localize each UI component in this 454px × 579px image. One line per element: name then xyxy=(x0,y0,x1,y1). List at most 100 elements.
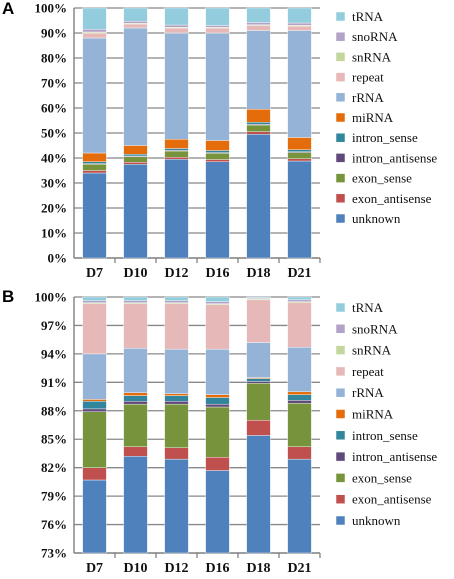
panel-b-bar-D7-unknown xyxy=(82,479,107,554)
panel-a-legend-label-repeat: repeat xyxy=(352,70,384,85)
panel-b-bar-D18-exon_antisense xyxy=(246,420,271,436)
panel-b-bar-D21-intron_sense xyxy=(287,394,312,401)
panel-a-legend-label-exon_sense: exon_sense xyxy=(352,171,412,186)
panel-b-bar-D18-intron_antisense xyxy=(246,381,271,384)
panel-a-bar-D16-miRNA xyxy=(205,140,230,151)
panel-a-bar-D16-exon_antisense xyxy=(205,159,230,162)
panel-a-ytick-label: 80% xyxy=(41,51,67,66)
panel-letter-b: B xyxy=(2,287,14,306)
panel-a-bar-D10-repeat xyxy=(123,23,148,29)
panel-b-bar-D16-snoRNA xyxy=(205,301,230,304)
panel-a-legend-swatch-exon_sense xyxy=(335,173,346,183)
panel-a-bar-D7-snoRNA xyxy=(82,29,107,33)
panel-b-bar-D16-exon_antisense xyxy=(205,457,230,471)
panel-b-bar-D21-rRNA xyxy=(287,347,312,393)
panel-b-bar-D21-tRNA xyxy=(287,296,312,301)
panel-b-bar-D7-exon_sense xyxy=(82,411,107,468)
panel-b-bar-D10-exon_antisense xyxy=(123,446,148,457)
panel-a-ytick-label: 0% xyxy=(48,251,68,266)
panel-b-bar-D12-rRNA xyxy=(164,348,189,394)
panel-a-bar-D12-miRNA xyxy=(164,139,189,149)
panel-a-bar-D12-rRNA xyxy=(164,32,189,140)
panel-a-bar-D18-exon_sense xyxy=(246,124,271,132)
panel-b-bar-D16-repeat xyxy=(205,304,230,350)
panel-b-bar-D7-rRNA xyxy=(82,353,107,400)
panel-b-legend-label-rRNA: rRNA xyxy=(352,385,384,400)
panel-b-legend-label-exon_sense: exon_sense xyxy=(352,470,412,485)
panel-b-bar-D10-snoRNA xyxy=(123,300,148,303)
panel-a-bar-D16-exon_sense xyxy=(205,153,230,160)
panel-a-legend-label-rRNA: rRNA xyxy=(352,90,384,105)
panel-b-bar-D18-rRNA xyxy=(246,342,271,378)
panel-a-bar-D18-exon_antisense xyxy=(246,131,271,135)
panel-a-bar-D7-miRNA xyxy=(82,152,107,162)
panel-b-bar-D21-miRNA xyxy=(287,391,312,395)
panel-a-legend-label-tRNA: tRNA xyxy=(352,9,384,24)
panel-b-category-label: D10 xyxy=(123,561,147,574)
panel-a-bar-D21-repeat xyxy=(287,25,312,31)
panel-a-category-label: D21 xyxy=(287,266,311,281)
panel-b-bar-D7-intron_antisense xyxy=(82,408,107,412)
panel-a-bar-D7-unknown xyxy=(82,172,107,259)
panel-a-bar-D7-intron_sense xyxy=(82,161,107,164)
panel-b-bar-D7-snoRNA xyxy=(82,300,107,303)
panel-a-bar-D12-exon_sense xyxy=(164,150,189,158)
panel-letter-a: A xyxy=(2,0,14,18)
panel-a-legend-swatch-unknown xyxy=(335,213,346,224)
panel-a-ytick-label: 40% xyxy=(41,151,67,166)
panel-a-bar-D10-miRNA xyxy=(123,145,148,155)
panel-b-bar-D7-intron_sense xyxy=(82,401,107,410)
panel-b-legend-swatch-exon_antisense xyxy=(335,494,346,504)
panel-b-bar-D21-snoRNA xyxy=(287,299,312,302)
panel-b-bar-D12-intron_antisense xyxy=(164,401,189,405)
panel-a-bar-D10-intron_sense xyxy=(123,154,148,157)
panel-a-bar-D10-rRNA xyxy=(123,27,148,146)
panel-b-bar-D12-intron_sense xyxy=(164,395,189,402)
panel-a-ytick-label: 50% xyxy=(41,126,67,141)
panel-a-ytick-label: 10% xyxy=(41,226,67,241)
panel-b-bar-D10-tRNA xyxy=(123,296,148,301)
panel-a-bar-D10-exon_sense xyxy=(123,156,148,163)
panel-b-legend-swatch-intron_antisense xyxy=(335,451,346,462)
panel-b-legend-swatch-miRNA xyxy=(335,409,346,419)
panel-b-bar-D12-tRNA xyxy=(164,296,189,301)
panel-a-bar-D18-rRNA xyxy=(246,30,271,110)
panel-a-category-label: D18 xyxy=(246,266,270,281)
panel-b-bar-D12-miRNA xyxy=(164,393,189,396)
panel-a-bar-D12-intron_sense xyxy=(164,148,189,151)
panel-a-bar-D10-exon_antisense xyxy=(123,162,148,165)
panel-a-bar-D16-rRNA xyxy=(205,32,230,141)
panel-b-bar-D7-repeat xyxy=(82,303,107,355)
panel-a-bar-D21-tRNA xyxy=(287,7,312,24)
panel-b-category-label: D12 xyxy=(164,561,188,574)
panel-a-legend-swatch-snRNA xyxy=(335,52,346,62)
panel-a-bar-D16-unknown xyxy=(205,161,230,259)
panel-a-category-label: D16 xyxy=(205,266,229,281)
panel-b-legend-label-intron_sense: intron_sense xyxy=(352,428,418,443)
panel-b-bar-D18-tRNA xyxy=(246,296,271,299)
panel-a-ytick-label: 70% xyxy=(41,76,67,91)
panel-b-bar-D21-unknown xyxy=(287,458,312,554)
panel-a-legend-swatch-intron_sense xyxy=(335,132,346,143)
panel-b-bar-D12-exon_antisense xyxy=(164,447,189,460)
panel-b-legend-swatch-intron_sense xyxy=(335,430,346,441)
panel-a-bar-D16-snoRNA xyxy=(205,25,230,28)
panel-a-bar-D21-exon_sense xyxy=(287,152,312,159)
panel-a-bar-D18-repeat xyxy=(246,25,271,31)
panel-a-bar-D10-snoRNA xyxy=(123,21,148,24)
panel-a-bar-D18-tRNA xyxy=(246,7,271,23)
panel-b-bar-D10-rRNA xyxy=(123,348,148,393)
panel-b-category-label: D7 xyxy=(86,561,103,574)
panel-a-legend-swatch-tRNA xyxy=(335,11,346,22)
panel-b-legend-label-snRNA: snRNA xyxy=(352,343,392,358)
panel-a-bar-D18-intron_sense xyxy=(246,122,271,125)
panel-a-bar-D18-unknown xyxy=(246,134,271,259)
panel-b-ytick-label: 76% xyxy=(41,517,67,532)
panel-a-legend-label-snRNA: snRNA xyxy=(352,49,392,64)
panel-a-legend-label-intron_sense: intron_sense xyxy=(352,130,418,145)
panel-a-bar-D18-snoRNA xyxy=(246,22,271,25)
panel-a-bar-D16-intron_sense xyxy=(205,150,230,153)
panel-b-legend-swatch-snRNA xyxy=(335,345,346,355)
panel-a-legend-swatch-miRNA xyxy=(335,112,346,123)
panel-a-bar-D12-unknown xyxy=(164,159,189,259)
